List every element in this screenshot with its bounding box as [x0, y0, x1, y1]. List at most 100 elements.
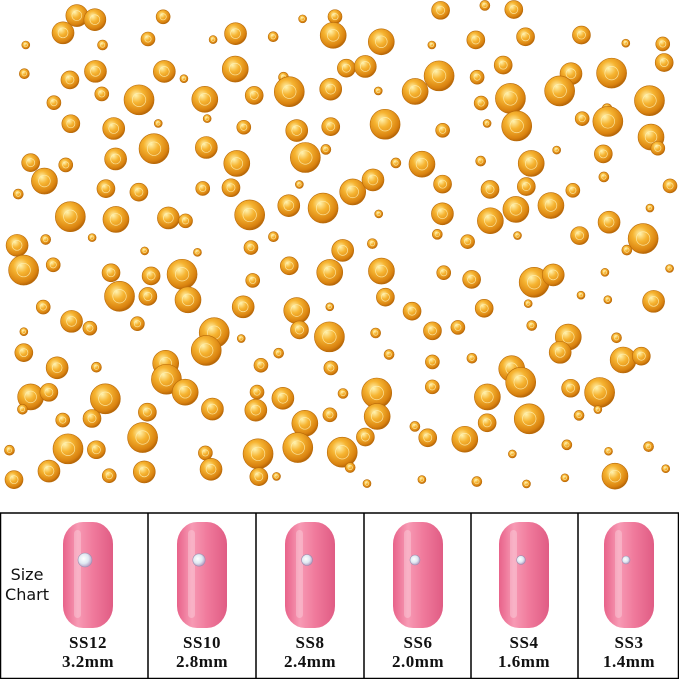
- rhinestone: [223, 150, 251, 177]
- rhinestone-facet: [484, 121, 490, 126]
- rhinestone-facet: [60, 441, 76, 456]
- rhinestone-facet: [454, 323, 462, 331]
- rhinestone: [565, 183, 581, 198]
- rhinestone-facet: [642, 93, 657, 108]
- rhinestone-facet: [434, 231, 440, 237]
- rhinestone-facet: [552, 83, 567, 99]
- rhinestone: [650, 140, 666, 156]
- rhinestone: [370, 327, 381, 339]
- rhinestone-facet: [24, 390, 37, 404]
- rhinestone: [425, 354, 440, 370]
- rhinestone-facet: [298, 417, 312, 430]
- rhinestone: [271, 386, 295, 410]
- rhinestone-facet: [482, 418, 492, 428]
- rhinestone-facet: [613, 335, 620, 341]
- rhinestone: [268, 231, 279, 243]
- rhinestone-facet: [182, 217, 190, 225]
- rhinestone: [138, 287, 158, 306]
- rhinestone: [369, 108, 401, 140]
- rhinestone-facet: [577, 30, 586, 40]
- rhinestone: [249, 384, 265, 400]
- rhinestone-facet: [458, 433, 472, 446]
- rhinestone-facet: [90, 66, 101, 77]
- rhinestone: [272, 472, 281, 481]
- rhinestone-facet: [106, 268, 116, 278]
- rhinestone: [548, 341, 572, 364]
- rhinestone: [35, 299, 51, 315]
- rhinestone-facet: [606, 449, 611, 454]
- rhinestone: [516, 27, 535, 47]
- rhinestone: [127, 422, 158, 453]
- rhinestone: [596, 57, 627, 89]
- rhinestone: [537, 192, 565, 219]
- rhinestone-facet: [509, 118, 524, 134]
- nail-gem: [301, 554, 313, 566]
- rhinestone-facet: [323, 146, 329, 153]
- rhinestone: [45, 257, 61, 273]
- rhinestone: [474, 299, 494, 318]
- rhinestone: [314, 321, 345, 353]
- rhinestone: [424, 379, 440, 395]
- rhinestone: [526, 320, 538, 331]
- rhinestone: [344, 462, 356, 473]
- rhinestone: [316, 259, 344, 286]
- rhinestone-facet: [377, 117, 393, 132]
- rhinestone: [138, 133, 170, 165]
- rhinestone-facet: [15, 191, 21, 197]
- rhinestone-facet: [163, 212, 174, 224]
- rhinestone-facet: [6, 447, 13, 453]
- rhinestone: [101, 263, 121, 283]
- rhinestone-facet: [479, 303, 489, 313]
- nail-gem: [409, 554, 421, 566]
- rhinestone-facet: [478, 158, 484, 164]
- rhinestone-facet: [659, 58, 669, 68]
- rhinestone: [130, 316, 145, 332]
- rhinestone-facet: [602, 270, 608, 275]
- size-code: SS3: [614, 633, 644, 652]
- rhinestone: [123, 84, 155, 116]
- size-size: 1.4mm: [602, 652, 656, 671]
- rhinestone-facet: [566, 383, 576, 393]
- rhinestone-facet: [19, 348, 29, 358]
- rhinestone-facet: [249, 276, 257, 284]
- rhinestone-facet: [666, 182, 674, 190]
- rhinestone-facet: [644, 130, 658, 144]
- rhinestone: [594, 144, 613, 164]
- rhinestone-facet: [199, 184, 207, 192]
- size-code: SS4: [509, 633, 539, 652]
- rhinestone-facet: [50, 99, 58, 107]
- rhinestone-facet: [257, 361, 265, 369]
- rhinestone-facet: [298, 150, 313, 165]
- rhinestone-facet: [327, 364, 335, 372]
- rhinestone: [645, 203, 655, 213]
- rhinestone: [198, 445, 213, 461]
- rhinestone-facet: [325, 83, 337, 95]
- rhinestone-facet: [276, 350, 282, 356]
- rhinestone: [55, 201, 86, 233]
- rhinestone-facet: [290, 440, 305, 455]
- rhinestone-facet: [295, 325, 304, 335]
- rhinestone-facet: [291, 125, 303, 136]
- rhinestone-facet: [667, 266, 672, 271]
- rhinestone: [39, 383, 59, 402]
- rhinestone: [362, 479, 372, 488]
- rhinestone-facet: [146, 271, 156, 281]
- rhinestone: [390, 157, 402, 169]
- rhinestone-facet: [624, 247, 630, 253]
- rhinestone-facet: [575, 231, 584, 241]
- rhinestone: [572, 25, 591, 45]
- rhinestone-facet: [159, 66, 170, 77]
- rhinestone-facet: [105, 472, 113, 480]
- rhinestone-facet: [71, 10, 83, 21]
- rhinestone: [513, 403, 545, 435]
- rhinestone-facet: [360, 432, 370, 442]
- size-size: 2.8mm: [175, 652, 229, 671]
- rhinestone: [435, 122, 450, 138]
- rhinestone-facet: [250, 404, 262, 416]
- rhinestone: [83, 8, 107, 31]
- rhinestone: [482, 119, 492, 128]
- rhinestone: [157, 206, 180, 230]
- rhinestone-facet: [600, 114, 615, 129]
- rhinestone-facet: [229, 62, 242, 76]
- rhinestone: [82, 320, 98, 336]
